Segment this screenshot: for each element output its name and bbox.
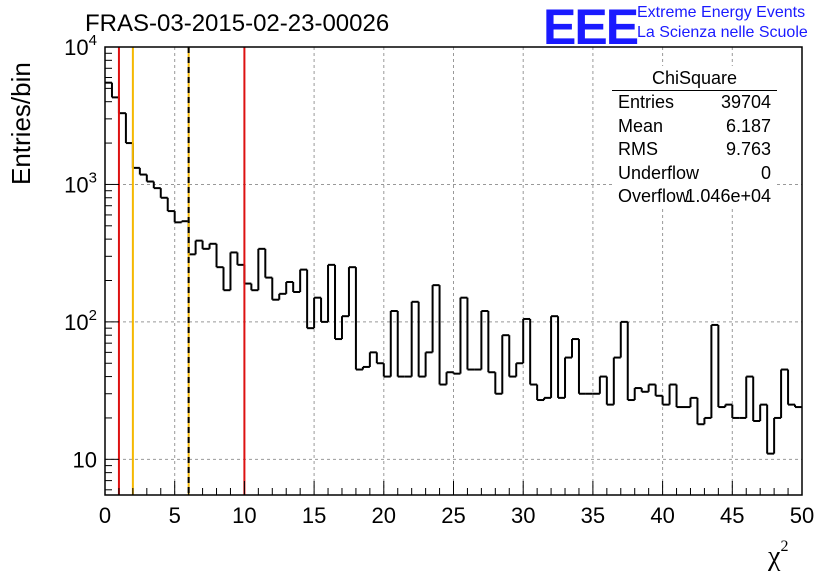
stats-row-underflow: Underflow 0: [612, 162, 777, 186]
x-tick-label: 45: [720, 503, 744, 528]
stats-key: Entries: [618, 92, 675, 112]
stats-row-rms: RMS 9.763: [612, 138, 777, 162]
stats-value: 6.187: [725, 115, 771, 136]
stats-title: ChiSquare: [612, 66, 777, 91]
stats-row-mean: Mean 6.187: [612, 115, 777, 139]
x-tick-label: 35: [581, 503, 605, 528]
x-axis-label-base: χ: [768, 541, 781, 572]
logo-subtitle-1: Extreme Energy Events: [637, 4, 806, 21]
stats-value: 39704: [720, 92, 771, 112]
y-tick-label: 103: [64, 169, 97, 197]
x-tick-label: 20: [372, 503, 396, 528]
stats-value: 1.046e+04: [685, 186, 771, 206]
y-tick-label: 104: [64, 32, 97, 60]
eee-logo: EEE: [543, 0, 639, 55]
stats-value: 9.763: [725, 139, 771, 159]
y-tick-label: 102: [64, 307, 97, 335]
stats-row-overflow: Overflow 1.046e+04: [612, 185, 777, 209]
y-axis-label: Entries/bin: [6, 62, 36, 185]
x-axis-label: χ2: [768, 538, 788, 573]
x-tick-label: 30: [511, 503, 535, 528]
stats-value: 0: [760, 162, 771, 183]
x-axis-label-exponent: 2: [780, 538, 789, 555]
x-tick-label: 40: [650, 503, 674, 528]
chart-title: FRAS-03-2015-02-23-00026: [85, 10, 390, 37]
x-tick-label: 15: [302, 503, 326, 528]
x-tick-label: 50: [790, 503, 814, 528]
stats-box: ChiSquare Entries 39704 Mean 6.187 RMS 9…: [612, 66, 777, 206]
stats-key: Overflow: [618, 186, 690, 206]
x-tick-label: 5: [169, 503, 181, 528]
stats-key: Mean: [618, 115, 664, 136]
stats-key: Underflow: [618, 162, 700, 183]
x-tick-label: 10: [232, 503, 256, 528]
logo-subtitle-2: La Scienza nelle Scuole: [637, 24, 808, 41]
x-tick-label: 25: [441, 503, 465, 528]
x-tick-label: 0: [99, 503, 111, 528]
stats-key: RMS: [618, 139, 658, 159]
stats-row-entries: Entries 39704: [612, 91, 777, 115]
y-tick-label: 10: [73, 447, 97, 472]
